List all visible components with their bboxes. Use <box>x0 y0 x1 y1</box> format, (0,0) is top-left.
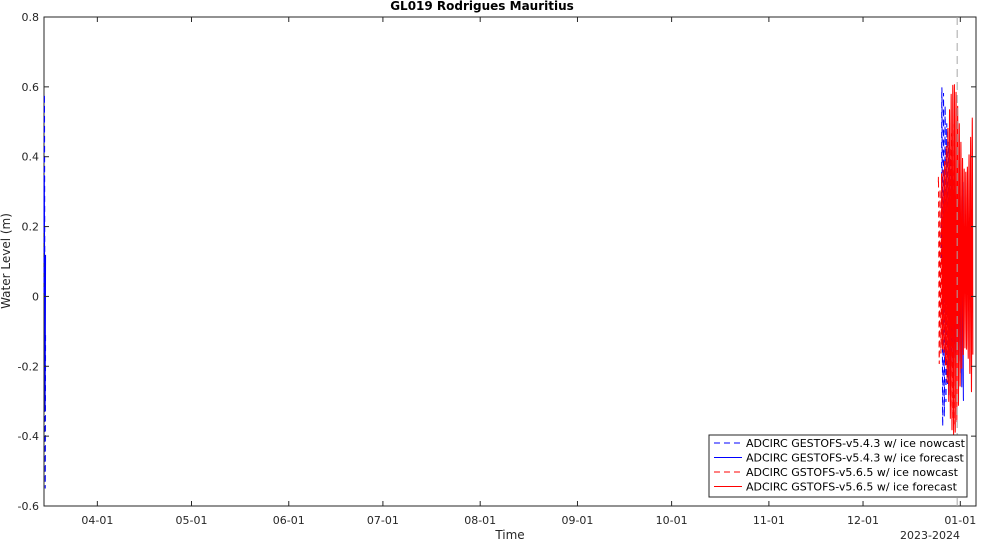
y-axis: -0.6 -0.4 -0.2 0 0.2 0.4 0.6 0.8 <box>18 11 976 513</box>
x-tick-label: 07-01 <box>367 514 399 527</box>
legend: ADCIRC GESTOFS-v5.4.3 w/ ice nowcast ADCI… <box>708 434 968 498</box>
x-tick-label: 11-01 <box>753 514 785 527</box>
x-tick-label: 04-01 <box>81 514 113 527</box>
x-tick-label: 05-01 <box>176 514 208 527</box>
legend-box <box>708 434 968 498</box>
y-tick-label: 0.8 <box>22 11 40 24</box>
y-tick-label: 0.2 <box>22 221 40 234</box>
x-tick-label: 10-01 <box>656 514 688 527</box>
series-1-line <box>43 174 47 412</box>
legend-label-0: ADCIRC GESTOFS-v5.4.3 w/ ice nowcast <box>746 437 966 450</box>
x-tick-label: 06-01 <box>273 514 305 527</box>
plot-area <box>43 16 977 507</box>
legend-label-1: ADCIRC GESTOFS-v5.4.3 w/ ice forecast <box>746 452 965 465</box>
x-tick-label: 12-01 <box>847 514 879 527</box>
chart-title: GL019 Rodrigues Mauritius <box>390 0 574 13</box>
y-tick-label: -0.2 <box>18 360 39 373</box>
x-tick-label: 09-01 <box>561 514 593 527</box>
y-tick-label: 0.6 <box>22 81 40 94</box>
legend-label-2: ADCIRC GSTOFS-v5.6.5 w/ ice nowcast <box>746 466 959 479</box>
x-axis-title: Time <box>494 528 524 541</box>
x-tick-label: 08-01 <box>464 514 496 527</box>
x-axis: 04-01 05-01 06-01 07-01 08-01 09-01 10-01 11-01… <box>81 17 976 527</box>
y-tick-label: 0.4 <box>22 151 40 164</box>
y-axis-title: Water Level (m) <box>0 213 13 309</box>
series-0-line <box>43 94 47 489</box>
axes-box <box>43 16 977 507</box>
y-tick-label: -0.6 <box>18 500 39 513</box>
legend-label-3: ADCIRC GSTOFS-v5.6.5 w/ ice forecast <box>746 481 958 494</box>
y-tick-label: 0 <box>32 290 39 303</box>
series-layer <box>43 84 974 489</box>
x-axis-year-range: 2023-2024 <box>900 529 960 541</box>
y-tick-label: -0.4 <box>18 430 39 443</box>
x-tick-label: 01-01 <box>944 514 976 527</box>
